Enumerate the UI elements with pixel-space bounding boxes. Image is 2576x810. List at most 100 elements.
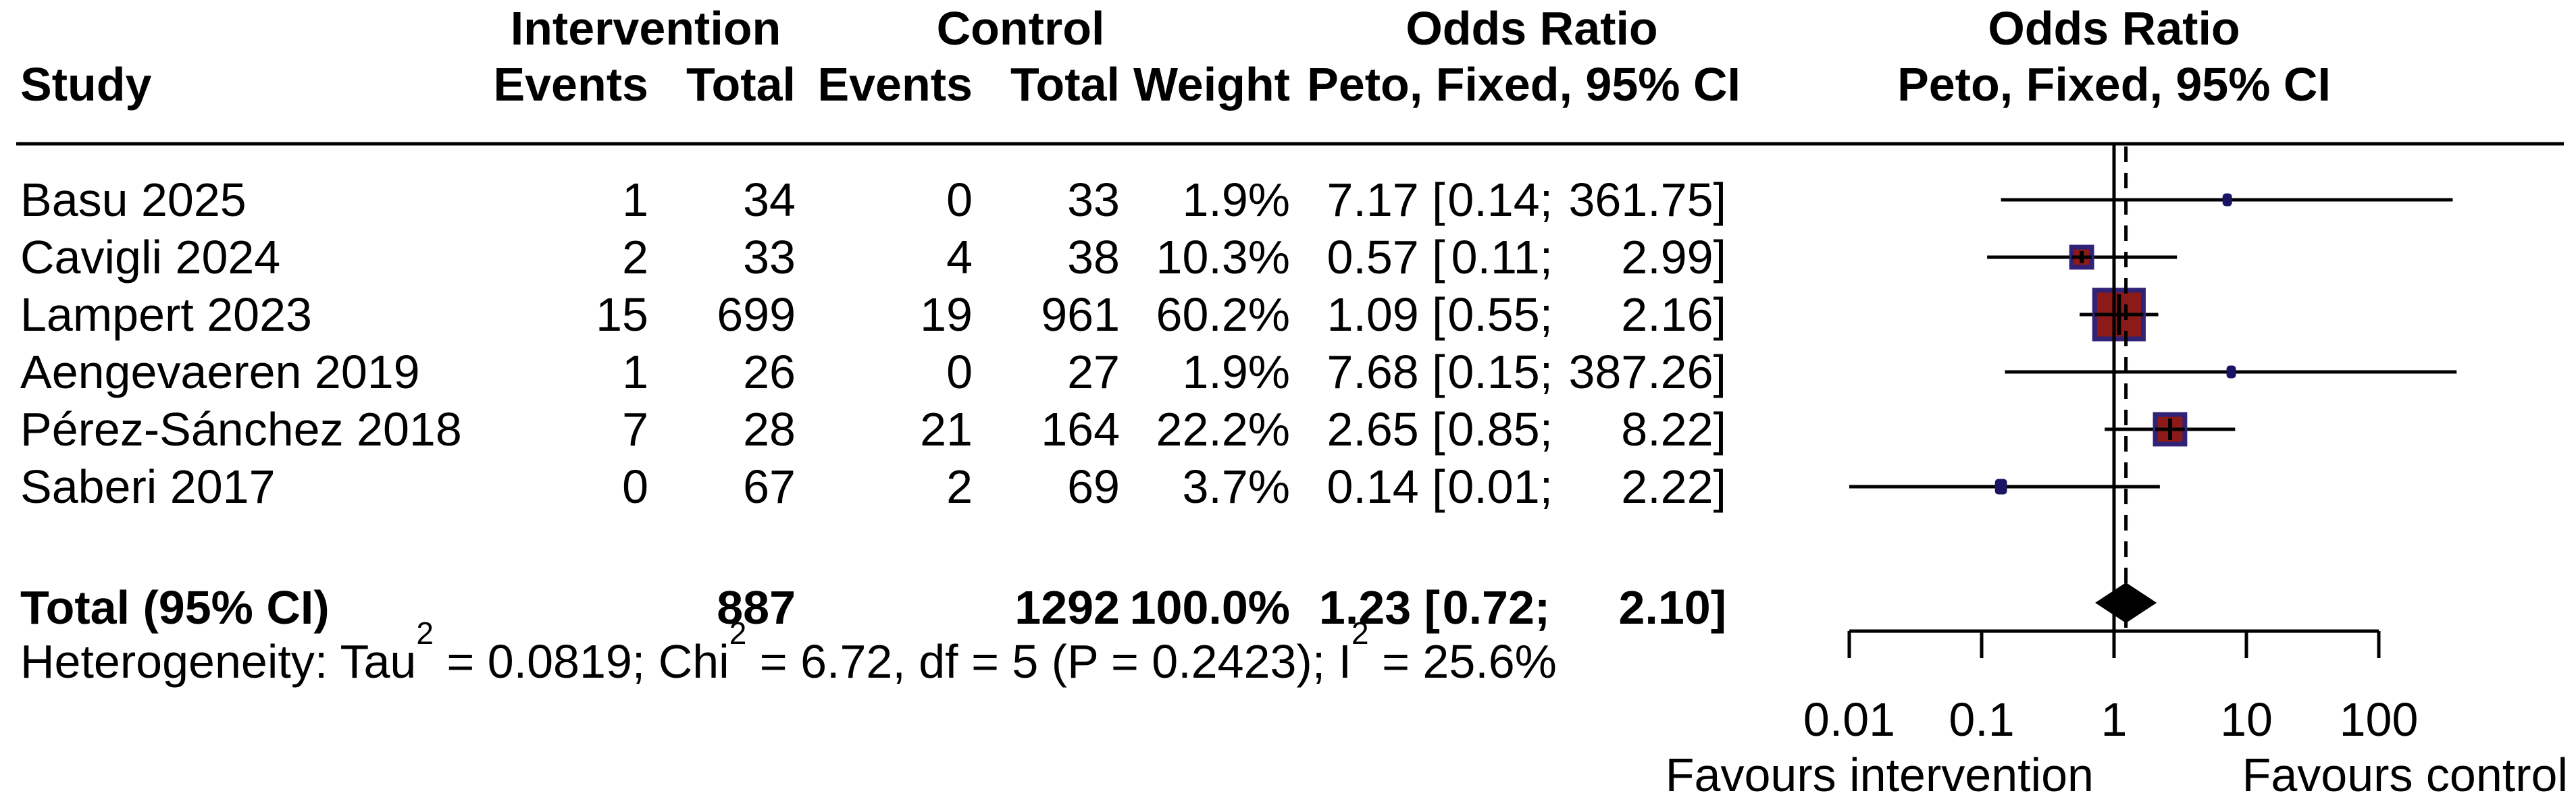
study-name: Saberi 2017: [20, 460, 276, 513]
header-group-control: Control: [936, 2, 1105, 55]
header-method-plot-column: Peto, Fixed, 95% CI: [1897, 58, 2331, 111]
control-total-cell: 27: [1067, 346, 1120, 398]
intervention-total-cell: 699: [717, 288, 796, 341]
intervention-total-cell: 26: [743, 346, 796, 398]
weight-cell: 22.2%: [1156, 403, 1290, 456]
intervention-events-cell: 1: [622, 173, 648, 226]
control-total-cell: 69: [1067, 460, 1120, 513]
control-total-cell: 38: [1067, 231, 1120, 284]
header-total-intervention: Total: [686, 58, 796, 111]
total-or-value: 1.23: [1318, 581, 1412, 634]
intervention-total-cell: 67: [743, 460, 796, 513]
bracket-close: ]: [1713, 288, 1726, 341]
ci-low: 0.55: [1447, 288, 1540, 341]
bracket-open: [: [1418, 288, 1445, 341]
ci-high: 387.26: [1568, 346, 1714, 398]
control-total-cell: 164: [1041, 403, 1120, 456]
or-value: 7.17: [1326, 173, 1419, 226]
x-axis-tick-label: 0.01: [1803, 693, 1895, 746]
het-part: Heterogeneity: Tau: [20, 635, 417, 688]
or-ci-cell: 7.17 [0.14; 361.75]: [1324, 176, 1726, 223]
or-value: 0.57: [1326, 231, 1419, 284]
x-axis-tick-label: 1: [2101, 693, 2128, 746]
ci-high: 361.75: [1568, 173, 1714, 226]
ci-low: 0.15: [1447, 346, 1540, 398]
control-total-cell: 961: [1041, 288, 1120, 341]
bracket-close: ]: [1713, 403, 1726, 456]
semicolon: ;: [1539, 288, 1566, 341]
control-events-cell: 0: [946, 346, 973, 398]
header-events-intervention: Events: [493, 58, 648, 111]
or-value: 0.14: [1326, 460, 1419, 513]
intervention-events-cell: 0: [622, 460, 648, 513]
het-part: = 6.72, df = 5 (P = 0.2423); I: [746, 635, 1352, 688]
het-part: = 0.0819; Chi: [433, 635, 729, 688]
favours-left-label: Favours intervention: [1665, 749, 2094, 801]
study-name: Basu 2025: [20, 173, 247, 226]
total-control-total: 1292: [1014, 581, 1120, 634]
header-weight: Weight: [1133, 58, 1290, 111]
control-events-cell: 21: [920, 403, 973, 456]
or-ci-cell: 7.68 [0.15; 387.26]: [1324, 348, 1726, 396]
total-ci-high: 2.10: [1618, 581, 1711, 634]
ci-high: 8.22: [1621, 403, 1714, 456]
header-total-control: Total: [1010, 58, 1120, 111]
header-study: Study: [20, 58, 152, 111]
bracket-close: ]: [1710, 581, 1726, 634]
or-ci-cell: 0.14 [0.01; 2.22]: [1324, 463, 1726, 510]
x-axis-tick-label: 100: [2340, 693, 2419, 746]
weight-cell: 3.7%: [1182, 460, 1290, 513]
header-odds-ratio-plot-column: Odds Ratio: [1988, 2, 2240, 55]
ci-low: 0.11: [1451, 231, 1540, 284]
bracket-close: ]: [1713, 460, 1726, 513]
bracket-open: [: [1418, 403, 1445, 456]
semicolon: ;: [1539, 460, 1566, 513]
bracket-close: ]: [1713, 346, 1726, 398]
weight-cell: 10.3%: [1156, 231, 1290, 284]
control-events-cell: 4: [946, 231, 973, 284]
point-estimate-marker-small: [1994, 479, 2007, 495]
semicolon: ;: [1534, 581, 1564, 634]
favours-right-label: Favours control: [2242, 749, 2568, 801]
total-label: Total (95% CI): [20, 581, 330, 634]
control-events-cell: 2: [946, 460, 973, 513]
header-method-text-column: Peto, Fixed, 95% CI: [1307, 58, 1741, 111]
ci-high: 2.22: [1621, 460, 1714, 513]
study-name: Lampert 2023: [20, 288, 312, 341]
semicolon: ;: [1539, 173, 1566, 226]
intervention-total-cell: 34: [743, 173, 796, 226]
x-axis-tick-label: 10: [2220, 693, 2273, 746]
study-name: Aengevaeren 2019: [20, 346, 420, 398]
point-estimate-marker-small: [2222, 193, 2232, 207]
total-ci-low: 0.72: [1442, 581, 1535, 634]
study-name: Cavigli 2024: [20, 231, 281, 284]
total-or-ci: 1.23 [0.72; 2.10]: [1316, 584, 1726, 631]
intervention-events-cell: 1: [622, 346, 648, 398]
semicolon: ;: [1539, 231, 1566, 284]
het-part: = 25.6%: [1368, 635, 1557, 688]
or-value: 2.65: [1326, 403, 1419, 456]
study-name: Pérez-Sánchez 2018: [20, 403, 462, 456]
control-events-cell: 19: [920, 288, 973, 341]
semicolon: ;: [1539, 346, 1566, 398]
ci-high: 2.16: [1621, 288, 1714, 341]
het-sup: 2: [1351, 615, 1369, 651]
or-ci-cell: 1.09 [0.55; 2.16]: [1324, 291, 1726, 338]
total-weight: 100.0%: [1129, 581, 1290, 634]
ci-low: 0.01: [1447, 460, 1540, 513]
semicolon: ;: [1539, 403, 1566, 456]
bracket-close: ]: [1713, 173, 1726, 226]
bracket-open: [: [1418, 460, 1445, 513]
intervention-events-cell: 15: [596, 288, 648, 341]
point-estimate-marker-small: [2226, 365, 2236, 379]
heterogeneity-note: Heterogeneity: Tau2 = 0.0819; Chi2 = 6.7…: [20, 618, 1557, 688]
or-ci-cell: 2.65 [0.85; 8.22]: [1324, 406, 1726, 453]
total-intervention-total: 887: [717, 581, 796, 634]
het-sup: 2: [729, 615, 747, 651]
intervention-events-cell: 2: [622, 231, 648, 284]
header-group-intervention: Intervention: [510, 2, 781, 55]
intervention-total-cell: 28: [743, 403, 796, 456]
bracket-close: ]: [1713, 231, 1726, 284]
